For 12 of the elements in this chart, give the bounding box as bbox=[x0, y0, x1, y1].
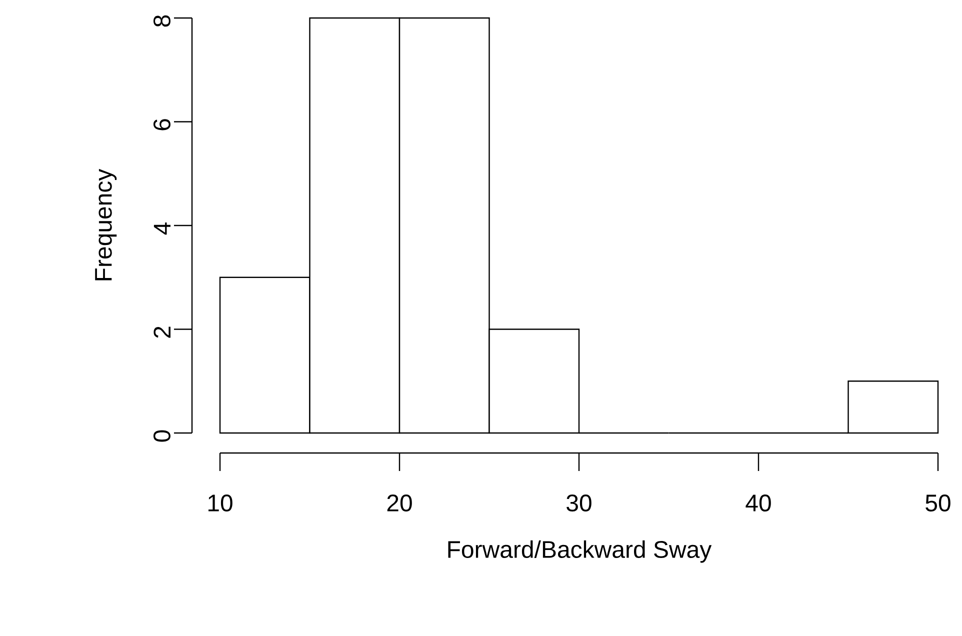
x-tick-label: 50 bbox=[926, 494, 950, 512]
x-tick-label: 20 bbox=[387, 494, 412, 512]
x-tick-label: 10 bbox=[208, 494, 232, 512]
y-tick-label: 0 bbox=[153, 430, 170, 442]
y-tick-label: 2 bbox=[154, 326, 170, 338]
x-tick-label: 40 bbox=[746, 494, 771, 512]
y-tick-label: 6 bbox=[153, 119, 170, 130]
x-tick-label: 30 bbox=[566, 494, 592, 512]
x-axis-title: Forward/Backward Sway bbox=[448, 540, 712, 563]
y-axis-title: Frequency bbox=[95, 168, 117, 280]
y-tick-label: 4 bbox=[154, 222, 170, 235]
y-tick-label: 8 bbox=[153, 15, 170, 27]
